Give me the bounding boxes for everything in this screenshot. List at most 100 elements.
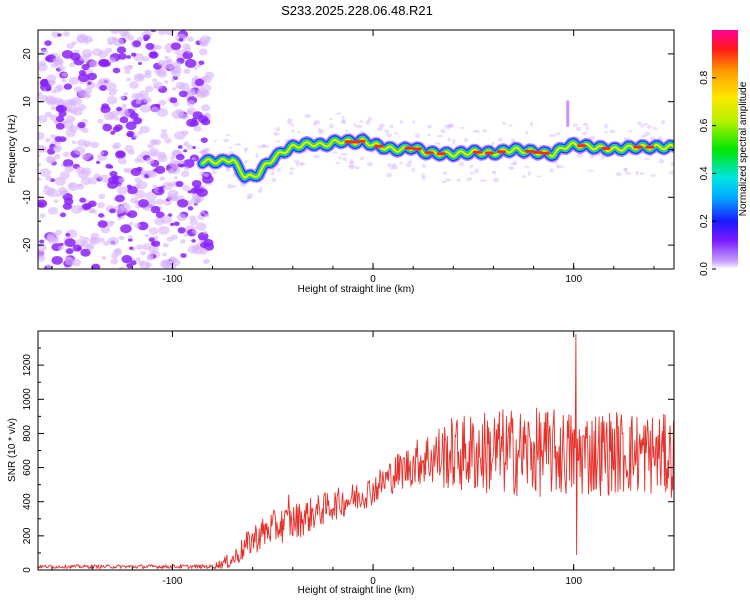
y-tick-label: 1200 [22,354,33,377]
noise-blob [54,136,63,143]
noise-blob [80,241,89,248]
noise-blob [187,206,194,211]
colorbar-title: Normalized spectral amplitude [738,81,749,216]
noise-blob [155,198,165,205]
noise-blob [166,50,171,54]
noise-blob [142,56,150,62]
noise-blob [45,86,52,92]
halo-speck [603,131,608,134]
halo-speck [275,126,280,132]
noise-blob [181,170,190,178]
noise-blob [182,43,191,50]
halo-speck [257,145,263,149]
halo-speck [459,126,465,129]
noise-blob [45,138,51,143]
noise-blob [192,244,200,251]
noise-blob [127,186,138,195]
noise-blob [91,263,101,269]
halo-speck [348,164,355,168]
halo-speck [492,170,497,174]
noise-blob [66,115,76,123]
halo-speck [328,123,334,129]
noise-blob [143,96,152,104]
halo-speck [646,125,653,129]
noise-blob [184,166,190,171]
noise-blob [46,74,57,83]
noise-blob [47,157,57,164]
halo-speck [451,139,456,145]
noise-blob [170,42,181,51]
noise-blob [77,122,86,129]
halo-speck [512,160,518,165]
noise-blob [87,81,92,85]
halo-speck [524,165,530,168]
halo-speck [556,164,560,169]
halo-speck [359,156,365,161]
noise-blob [38,199,48,208]
halo-speck [650,173,656,178]
halo-speck [652,126,658,130]
halo-speck [412,120,416,125]
noise-blob [184,58,197,68]
spectrogram-y-axis-title: Frequency (Hz) [7,115,18,184]
noise-blob [38,177,42,181]
noise-blob [99,85,107,91]
halo-speck [242,183,247,186]
noise-blob [138,62,143,65]
halo-speck [668,170,674,175]
noise-blob [170,78,176,83]
noise-blob [177,199,189,208]
noise-blob [176,153,185,161]
halo-speck [359,130,365,133]
noise-blob [183,141,190,146]
noise-blob [98,213,105,218]
x-tick-label: -100 [162,274,182,285]
noise-blob [202,174,214,184]
noise-blob [128,222,134,226]
noise-blob [191,239,197,243]
halo-speck [348,164,355,170]
noise-blob [88,153,93,157]
halo-speck [658,158,665,164]
x-tick-label: 0 [370,274,376,285]
halo-speck [264,144,270,148]
noise-blob [171,87,177,91]
spectrogram-x-axis-title: Height of straight line (km) [298,284,415,295]
halo-speck [201,149,207,154]
noise-blob [88,177,98,185]
noise-blob [43,185,50,189]
noise-blob [146,256,152,260]
noise-blob [53,58,64,67]
noise-blob [64,238,76,248]
noise-blob [68,76,80,85]
noise-blob [44,40,52,46]
noise-blob [97,50,108,59]
noise-blob [182,51,193,60]
halo-speck [446,178,452,182]
halo-speck [367,116,372,122]
halo-speck [295,161,300,167]
halo-speck [230,185,237,188]
noise-blob [203,147,210,153]
halo-speck [389,124,394,129]
halo-speck [365,120,370,125]
noise-blob [97,202,105,209]
halo-speck [257,189,263,193]
noise-blob [149,51,158,58]
noise-blob [57,186,68,195]
noise-blob [51,90,57,94]
noise-blob [64,165,74,173]
halo-speck [211,170,218,174]
snr-x-axis-title: Height of straight line (km) [298,585,415,596]
noise-blob [163,80,169,84]
noise-blob [120,203,131,212]
halo-speck [399,161,403,165]
halo-speck [492,177,500,183]
halo-speck [313,154,320,159]
noise-blob [162,242,169,248]
noise-blob [198,48,208,56]
noise-blob [72,107,84,116]
y-tick-label: 200 [22,527,33,544]
halo-speck [640,135,647,138]
